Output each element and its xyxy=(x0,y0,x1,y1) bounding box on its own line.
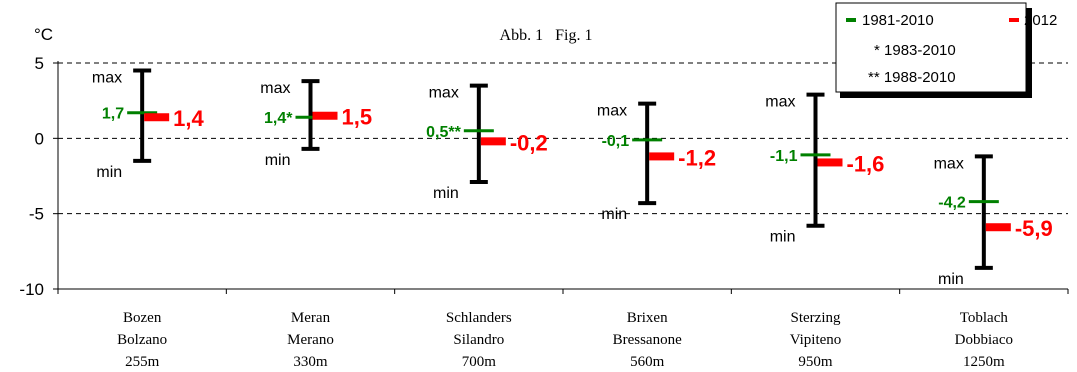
mean-1981-2010-label: -1,1 xyxy=(770,148,798,165)
legend-note-single-star: * 1983-2010 xyxy=(874,42,956,59)
mean-1981-2010-label: 1,4* xyxy=(264,110,293,127)
value-2012-label: -1,6 xyxy=(847,151,885,176)
legend: 1981-2010 2012 * 1983-2010 ** 1988-2010 xyxy=(835,2,1057,98)
legend-box xyxy=(835,2,1027,93)
legend-shadow xyxy=(840,92,1032,98)
x-axis-labels: Bozen Bolzano 255m Meran Merano 330m Schlander… xyxy=(117,310,1013,370)
x-tick-label: Schlanders xyxy=(446,310,512,326)
y-tick-label: 0 xyxy=(35,129,44,148)
station-range-6: max min -4,2 -5,9 xyxy=(934,154,1053,288)
station-range-2: max min 1,4* 1,5 xyxy=(260,79,373,169)
x-tick-label: Bolzano xyxy=(117,332,167,348)
station-range-1: max min 1,7 1,4 xyxy=(92,68,205,181)
y-tick-label: -10 xyxy=(19,280,44,299)
station-range-4: max min -0,1 -1,2 xyxy=(597,101,716,223)
value-2012-label: -5,9 xyxy=(1015,216,1053,241)
station-range-5: max min -1,1 -1,6 xyxy=(765,92,885,246)
max-label: max xyxy=(934,155,964,172)
station-label-4: Brixen Bressanone 560m xyxy=(613,310,682,370)
value-2012-marker xyxy=(144,113,170,122)
y-axis-unit-label: °C xyxy=(34,25,53,44)
legend-label-1981-2010: 1981-2010 xyxy=(862,12,934,29)
x-tick-label: 700m xyxy=(462,354,497,370)
x-tick-label: 560m xyxy=(630,354,665,370)
min-label: min xyxy=(265,152,291,169)
value-2012-marker xyxy=(985,223,1011,232)
station-label-2: Meran Merano 330m xyxy=(287,310,334,370)
x-tick-label: Meran xyxy=(291,310,331,326)
x-tick-label: Brixen xyxy=(627,310,668,326)
max-label: max xyxy=(92,70,122,87)
min-label: min xyxy=(433,185,459,202)
x-tick-label: Toblach xyxy=(960,310,1009,326)
value-2012-marker xyxy=(817,158,843,167)
max-label: max xyxy=(260,80,290,97)
value-2012-label: 1,4 xyxy=(173,106,204,131)
legend-swatch-1981-2010 xyxy=(846,18,856,22)
value-2012-label: -1,2 xyxy=(678,145,716,170)
station-label-6: Toblach Dobbiaco 1250m xyxy=(955,310,1013,370)
station-label-1: Bozen Bolzano 255m xyxy=(117,310,167,370)
value-2012-marker xyxy=(649,152,675,161)
legend-note-double-star: ** 1988-2010 xyxy=(868,69,956,86)
min-label: min xyxy=(601,206,627,223)
mean-1981-2010-label: -0,1 xyxy=(602,133,630,150)
max-label: max xyxy=(597,103,627,120)
x-tick-label: Merano xyxy=(287,332,334,348)
max-label: max xyxy=(765,94,795,111)
x-tick-label: 1250m xyxy=(963,354,1005,370)
legend-shadow xyxy=(1026,8,1032,98)
x-tick-label: Dobbiaco xyxy=(955,332,1013,348)
chart-title: Abb. 1 Fig. 1 xyxy=(500,27,593,44)
value-2012-marker xyxy=(480,137,506,146)
min-label: min xyxy=(938,271,964,288)
y-tick-label: -5 xyxy=(29,205,44,224)
legend-label-2012: 2012 xyxy=(1024,12,1057,29)
legend-swatch-2012 xyxy=(1009,18,1019,22)
station-label-3: Schlanders Silandro 700m xyxy=(446,310,512,370)
x-tick-label: 950m xyxy=(798,354,833,370)
min-label: min xyxy=(770,229,796,246)
mean-1981-2010-label: -4,2 xyxy=(938,195,966,212)
x-tick-label: Vipiteno xyxy=(790,332,842,348)
mean-1981-2010-label: 1,7 xyxy=(102,106,124,123)
x-tick-label: Silandro xyxy=(453,332,504,348)
station-label-5: Sterzing Vipiteno 950m xyxy=(790,310,842,370)
station-ranges: max min 1,7 1,4 max min 1,4* 1,5 max min 0,5** -0,2… xyxy=(92,68,1053,288)
value-2012-label: -0,2 xyxy=(510,130,548,155)
x-tick-label: 330m xyxy=(293,354,328,370)
y-axis-ticks: 5 0 -5 -10 xyxy=(19,54,58,299)
max-label: max xyxy=(429,85,459,102)
station-range-3: max min 0,5** -0,2 xyxy=(426,83,548,202)
y-tick-label: 5 xyxy=(35,54,44,73)
value-2012-marker xyxy=(312,111,338,120)
min-label: min xyxy=(96,164,122,181)
x-tick-label: Bressanone xyxy=(613,332,682,348)
x-tick-label: 255m xyxy=(125,354,160,370)
x-tick-label: Sterzing xyxy=(791,310,841,326)
axes xyxy=(57,61,1069,294)
value-2012-label: 1,5 xyxy=(342,105,373,130)
x-tick-label: Bozen xyxy=(123,310,162,326)
mean-1981-2010-label: 0,5** xyxy=(426,124,461,141)
